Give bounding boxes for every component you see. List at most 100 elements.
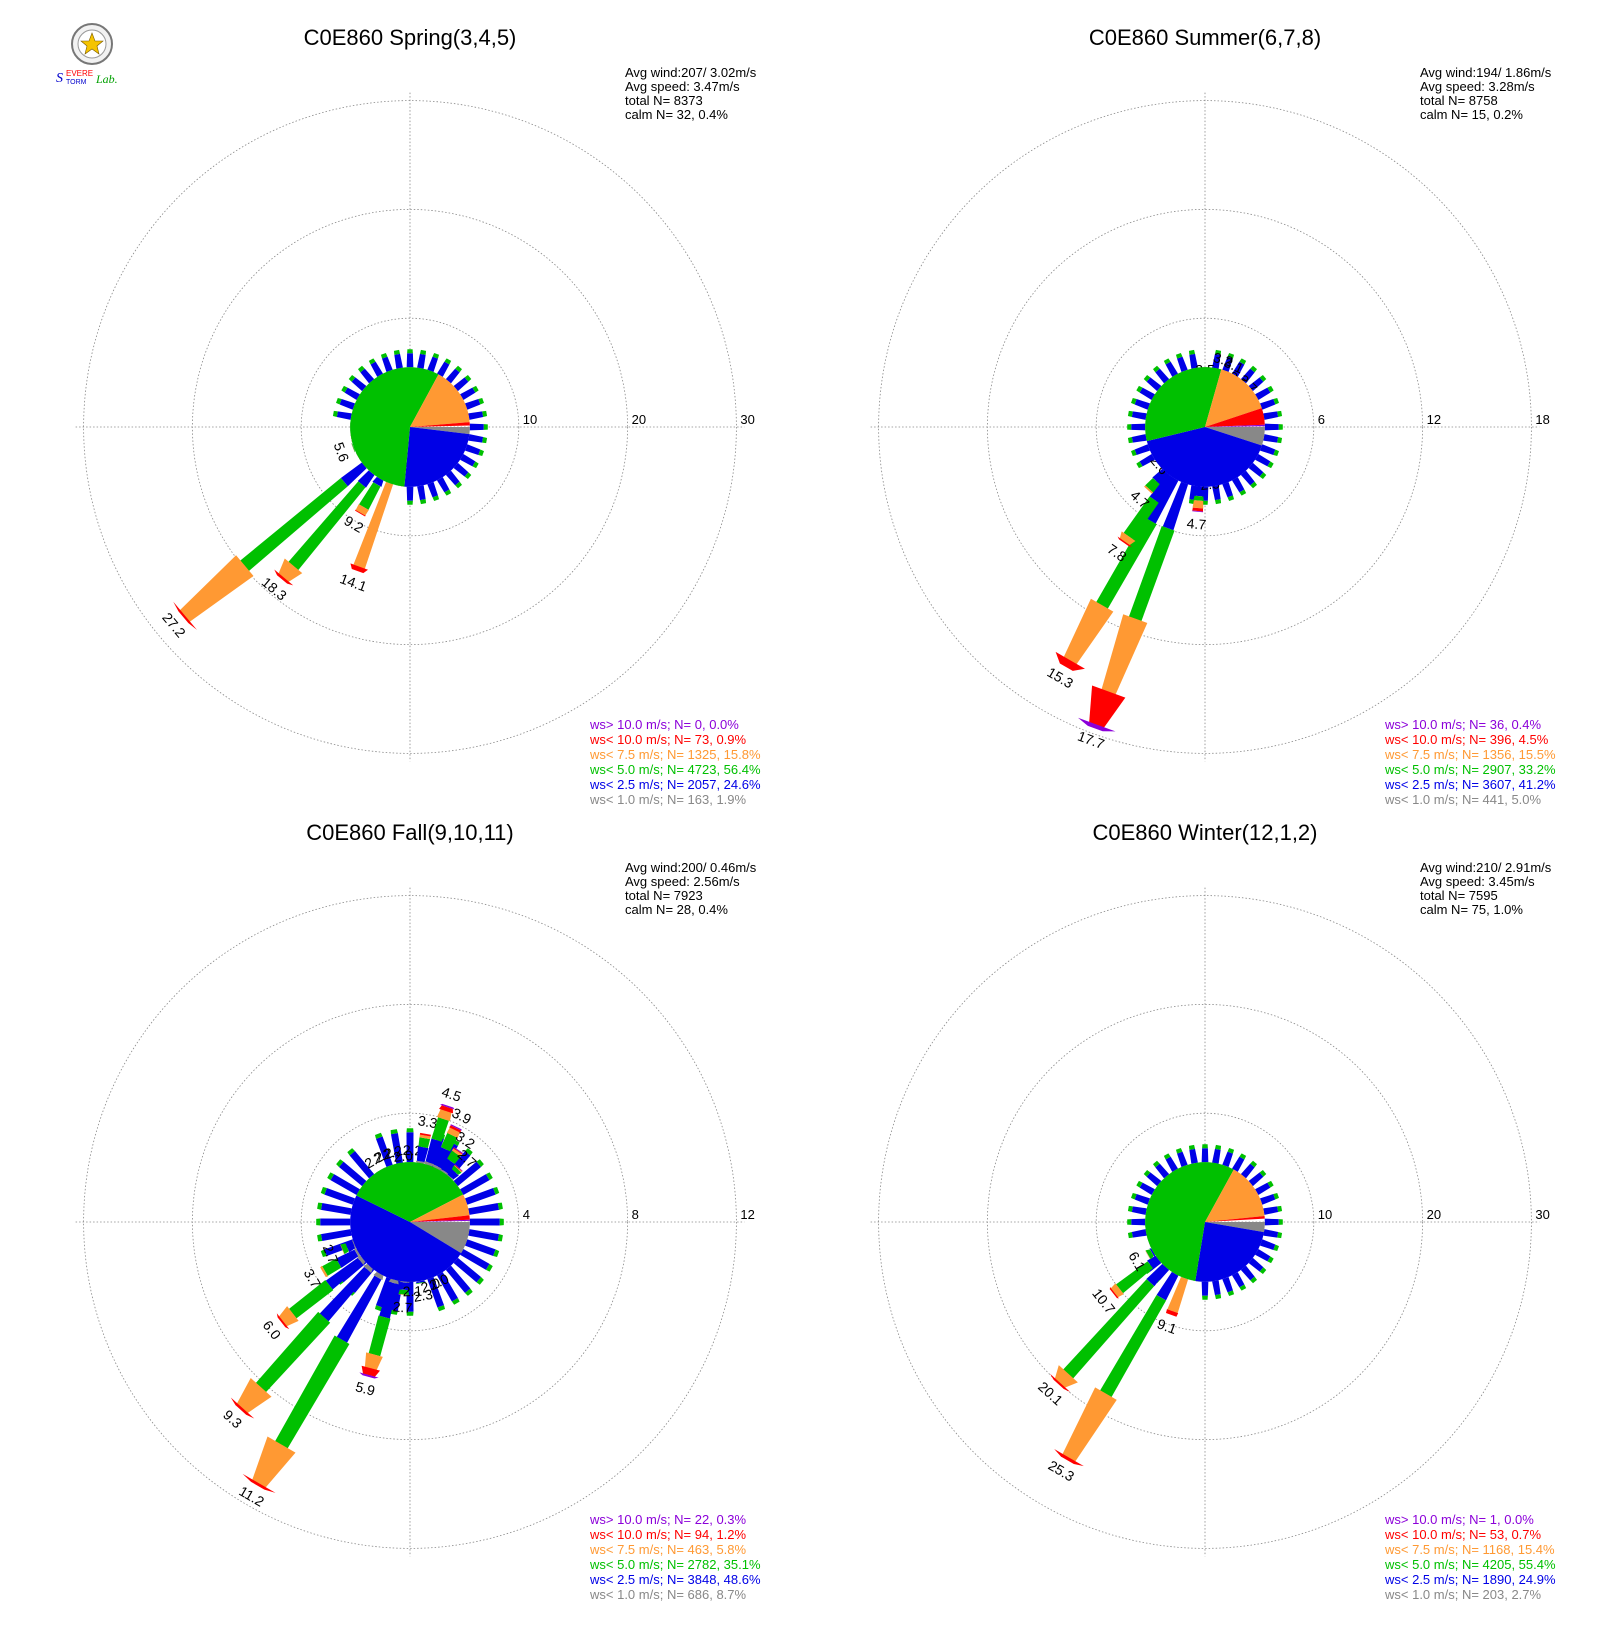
minor-petal-tip [1202, 1295, 1208, 1300]
minor-petal-tip [1277, 1231, 1283, 1239]
pie-slice [1205, 1169, 1265, 1222]
minor-petal [1134, 399, 1150, 410]
minor-petal [1139, 387, 1155, 401]
minor-petal-tip [1273, 1192, 1279, 1200]
minor-petal [468, 434, 484, 443]
minor-petal [1177, 356, 1188, 372]
minor-petal-tip [493, 1186, 500, 1195]
minor-petal [336, 411, 352, 420]
minor-petal-tip [482, 436, 488, 444]
petal-label: 9.2 [342, 512, 367, 536]
pie-slice [1145, 367, 1222, 442]
petal-segment [368, 1315, 391, 1357]
stat-line: Avg wind:207/ 3.02m/s [625, 65, 757, 80]
minor-petal-tip [1214, 349, 1222, 355]
minor-petal-tip [472, 461, 479, 469]
minor-petal-tip [332, 410, 338, 418]
minor-petal-tip [1259, 1169, 1267, 1177]
legend-entry: ws< 2.5 m/s; N= 3848, 48.6% [589, 1572, 761, 1587]
minor-petal-tip [317, 1202, 323, 1210]
grid-ring [300, 317, 520, 537]
legend-entry: ws< 10.0 m/s; N= 396, 4.5% [1384, 732, 1549, 747]
petal-segment [1145, 478, 1160, 493]
petal-segment [1101, 614, 1148, 695]
petal-segment [424, 1161, 435, 1167]
minor-petal-tip [1127, 436, 1133, 444]
legend-entry: ws< 5.0 m/s; N= 4723, 56.4% [589, 762, 761, 777]
minor-petal [1248, 377, 1264, 392]
minor-petal-tip [368, 358, 376, 365]
minor-petal [465, 399, 481, 410]
minor-petal [1222, 1277, 1233, 1293]
minor-petal [324, 1187, 355, 1205]
minor-petal-tip [1214, 1294, 1222, 1300]
minor-petal [320, 1218, 351, 1226]
minor-petal [1240, 368, 1255, 384]
minor-petal-tip [1239, 1284, 1247, 1291]
pie-slice [410, 427, 470, 435]
petal-segment [242, 1473, 276, 1493]
petal-segment [440, 1132, 458, 1152]
minor-petal [1201, 1148, 1209, 1163]
minor-petal [1155, 1163, 1170, 1179]
minor-petal [1255, 1182, 1271, 1196]
minor-petal-tip [1131, 449, 1137, 457]
minor-petal-tip [316, 1218, 321, 1226]
minor-petal [406, 1132, 414, 1163]
minor-petal-tip [1239, 358, 1247, 365]
petal-label: 2.1 [402, 1283, 422, 1300]
minor-petal [1231, 477, 1245, 493]
minor-petal [349, 1150, 375, 1179]
minor-petal-tip [320, 1186, 327, 1195]
minor-petal [468, 1229, 500, 1242]
petal-segment [453, 1146, 464, 1154]
minor-petal-tip [1188, 349, 1196, 355]
petal-segment [173, 601, 197, 630]
minor-petal-tip [482, 410, 488, 418]
petal-segment [1149, 473, 1174, 503]
minor-petal-tip [1250, 1276, 1258, 1284]
minor-petal-tip [1267, 461, 1274, 469]
petal-label: 3.1 [1222, 354, 1247, 377]
legend-entry: ws< 2.5 m/s; N= 2057, 24.6% [589, 777, 761, 792]
minor-petal-tip [1239, 1153, 1247, 1160]
petal-segment [255, 1311, 331, 1393]
minor-petal [320, 1229, 352, 1242]
petal-segment [1145, 1250, 1151, 1260]
minor-petal-tip [1227, 1148, 1235, 1154]
minor-petal-tip [1259, 1267, 1267, 1275]
petal-segment [453, 1147, 463, 1155]
minor-petal [436, 361, 450, 377]
stat-line: Avg speed: 3.28m/s [1420, 79, 1535, 94]
petal-segment [1193, 486, 1205, 497]
petal-segment [440, 1103, 455, 1110]
minor-petal-tip [1127, 424, 1132, 430]
pie-slice [410, 374, 470, 427]
petal-label: 2.3 [412, 1286, 434, 1305]
minor-petal-tip [406, 1128, 414, 1133]
petal-segment [325, 1257, 363, 1290]
minor-petal-tip [1250, 481, 1258, 489]
minor-petal-tip [1267, 1180, 1274, 1188]
pie-slice [410, 1219, 470, 1222]
minor-petal-tip [1278, 424, 1283, 430]
minor-petal [1131, 1218, 1146, 1226]
petal-segment [357, 470, 375, 488]
minor-petal [406, 486, 414, 501]
minor-petal-tip [1188, 1144, 1196, 1150]
petal-segment [441, 1158, 456, 1174]
minor-petal-tip [380, 353, 388, 359]
petal-segment [1165, 1309, 1179, 1317]
minor-petal-tip [1202, 500, 1208, 505]
minor-petal [1263, 1229, 1279, 1238]
minor-petal-tip [390, 1129, 398, 1135]
petal-segment [350, 563, 368, 574]
legend-entry: ws< 1.0 m/s; N= 686, 8.7% [589, 1587, 747, 1602]
windrose-panel-2: 6 12 18 C0E860 Summer(6,7,8) Avg wind:194/ 1… [870, 25, 1556, 807]
ring-label: 8 [632, 1207, 639, 1222]
minor-petal [1212, 1148, 1221, 1164]
minor-petal-tip [374, 1132, 383, 1139]
minor-petal-tip [419, 349, 427, 355]
minor-petal [1260, 1194, 1276, 1205]
